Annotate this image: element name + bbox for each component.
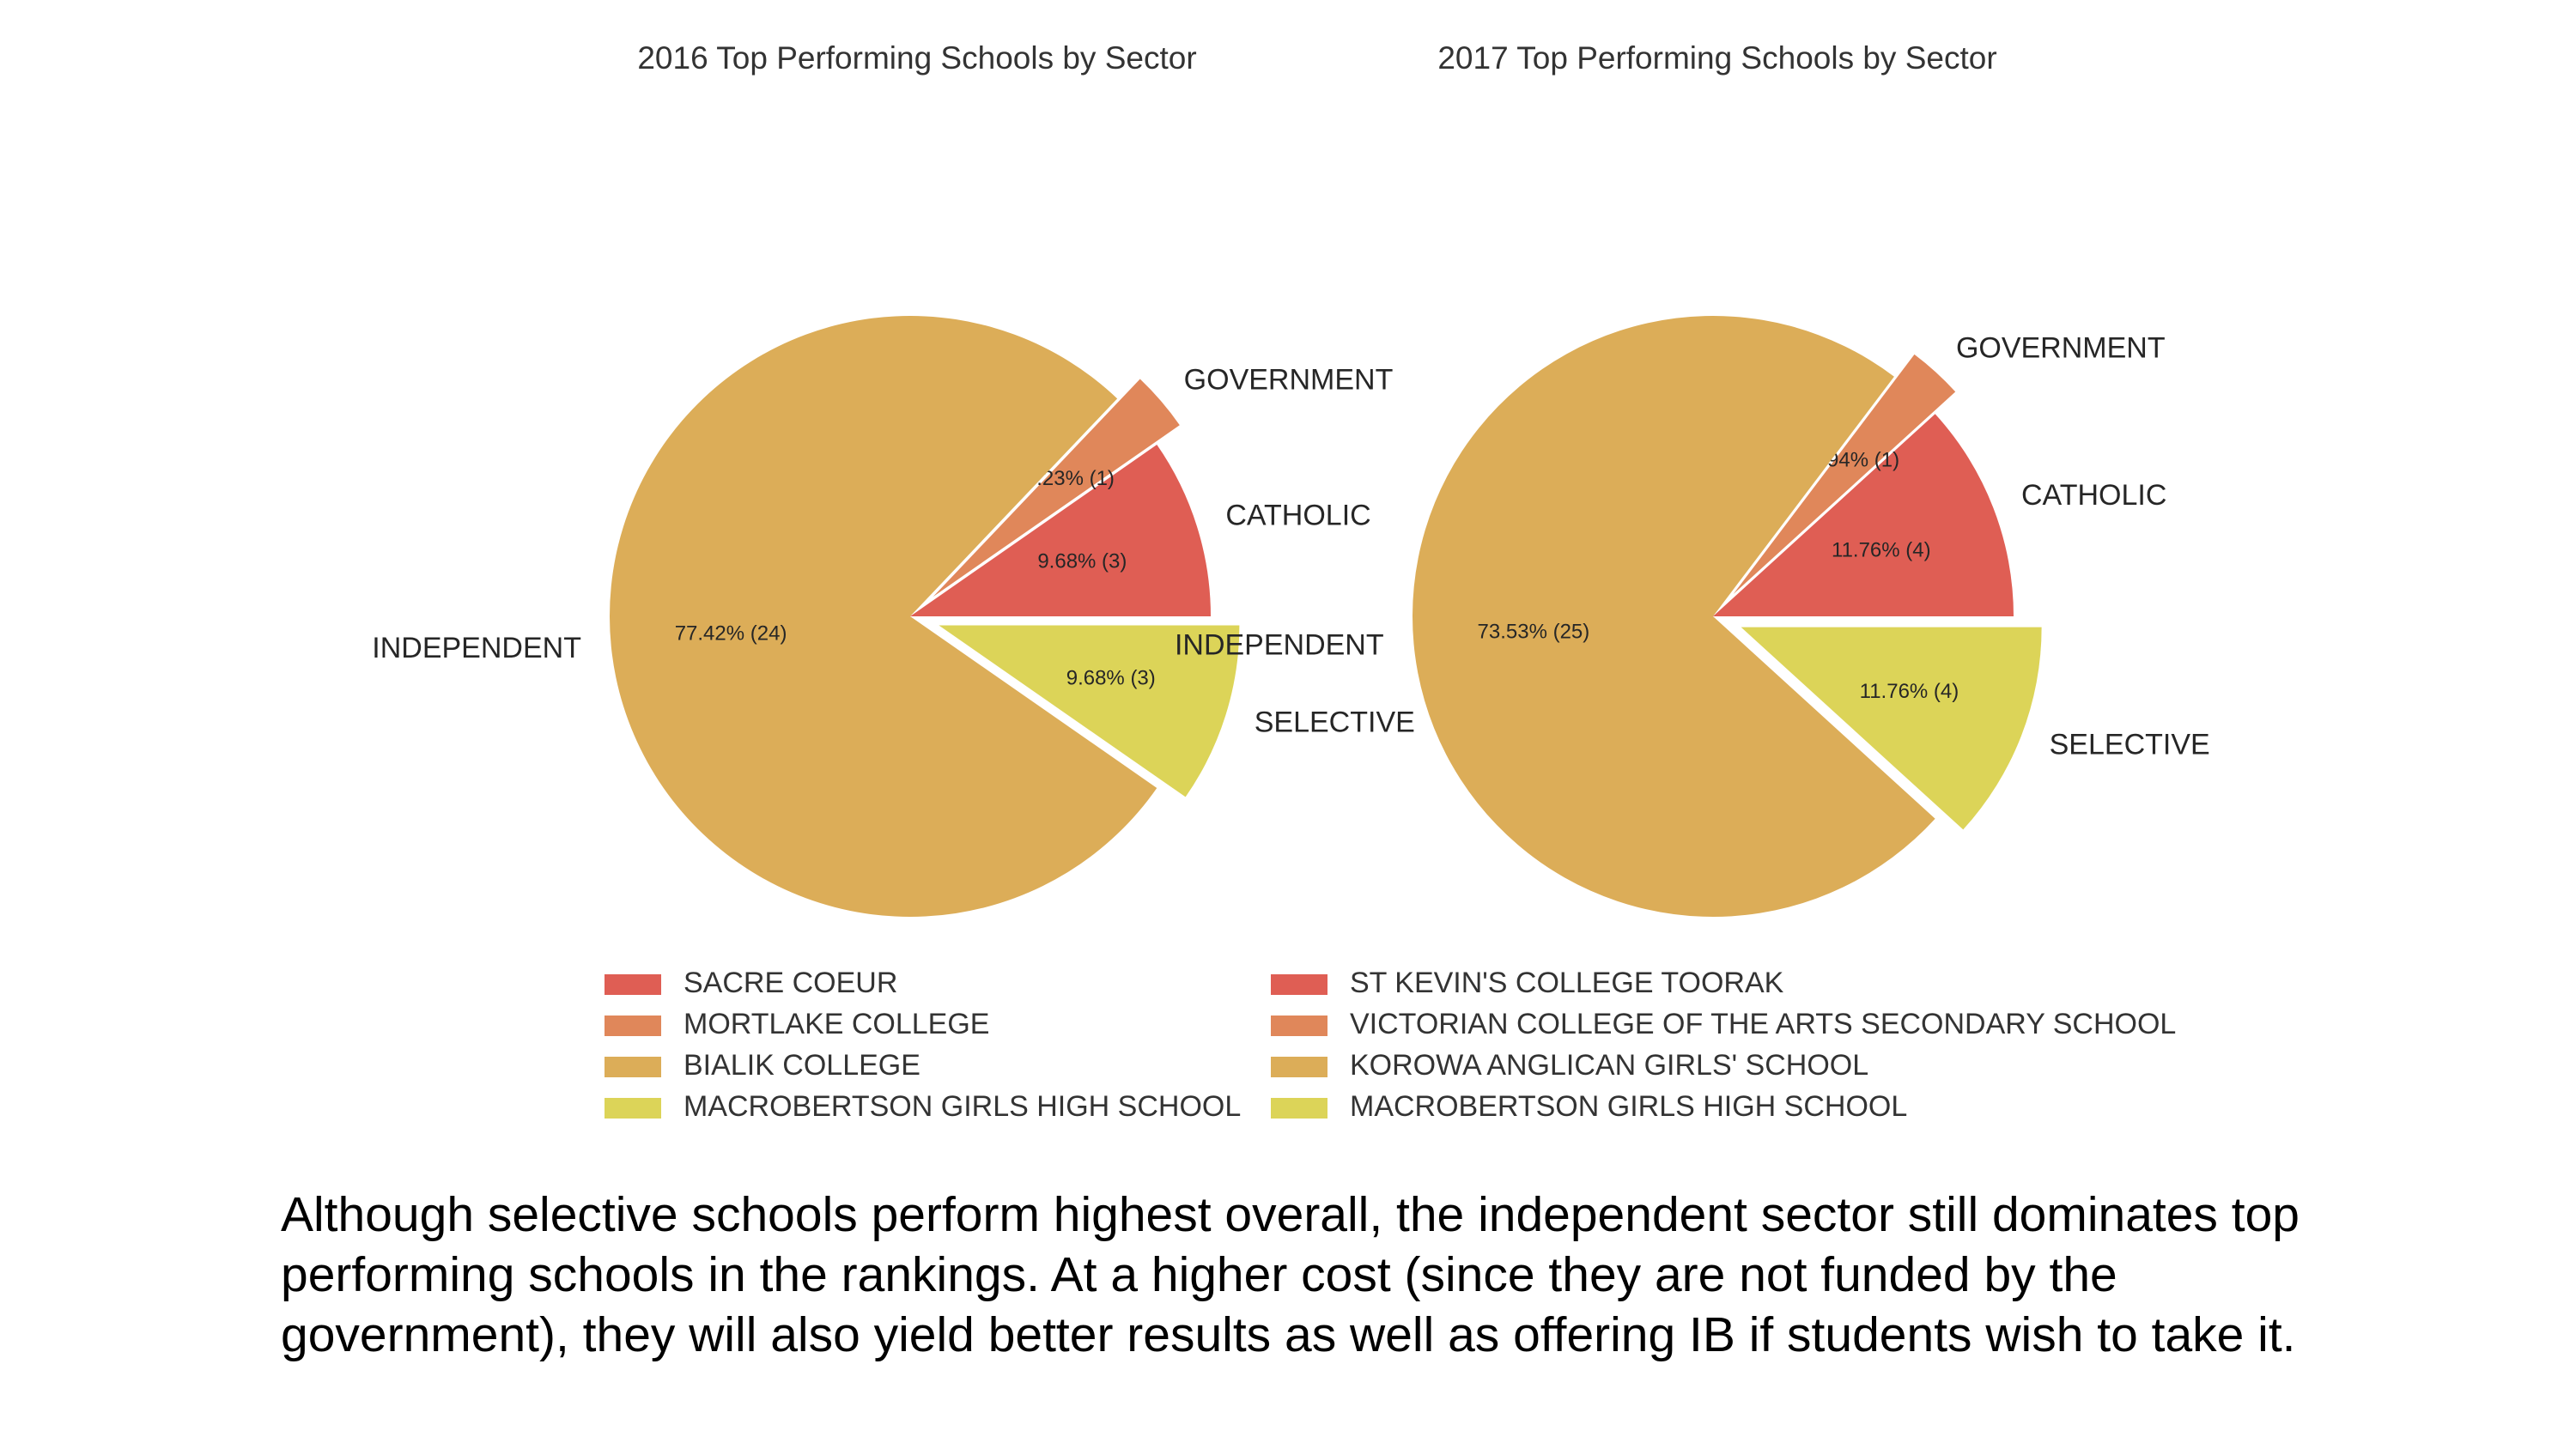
slice-label-government: GOVERNMENT xyxy=(1184,363,1394,396)
legend-label: ST KEVIN'S COLLEGE TOORAK xyxy=(1350,967,1784,999)
slice-label-government: GOVERNMENT xyxy=(1956,332,2166,365)
pie-charts: 2016 Top Performing Schools by Sector CAT… xyxy=(372,40,2210,1123)
pie-slice-catholic xyxy=(1713,414,2014,616)
pie-chart-2016: 2016 Top Performing Schools by Sector CAT… xyxy=(372,40,1415,1123)
slice-label-independent: INDEPENDENT xyxy=(372,632,581,664)
legend-swatch xyxy=(605,974,661,995)
legend-swatch xyxy=(1271,1057,1327,1077)
slice-label-independent: INDEPENDENT xyxy=(1175,629,1384,662)
pie-slice-independent xyxy=(1413,315,1935,917)
slice-label-selective: SELECTIVE xyxy=(2050,729,2210,761)
slice-percent-catholic: 11.76% (4) xyxy=(1832,538,1931,561)
legend-label: MORTLAKE COLLEGE xyxy=(683,1008,990,1040)
caption-text: Although selective schools perform highe… xyxy=(281,1187,2300,1362)
pie-slice-independent xyxy=(610,316,1157,918)
pie-slice-selective xyxy=(939,625,1240,797)
slice-label-catholic: CATHOLIC xyxy=(1225,500,1370,532)
legend-swatch xyxy=(605,1057,661,1077)
legend-label: VICTORIAN COLLEGE OF THE ARTS SECONDARY … xyxy=(1350,1008,2176,1040)
slice-percent-independent: 73.53% (25) xyxy=(1478,621,1590,644)
chart-title: 2016 Top Performing Schools by Sector xyxy=(637,40,1196,76)
pie-slice-catholic xyxy=(910,445,1211,616)
legend-swatch xyxy=(605,1016,661,1036)
legend-label: MACROBERTSON GIRLS HIGH SCHOOL xyxy=(1350,1090,1907,1123)
legend-label: BIALIK COLLEGE xyxy=(683,1049,920,1082)
pie-slice-government xyxy=(933,379,1180,597)
legend-swatch xyxy=(1271,974,1327,995)
slice-percent-catholic: 9.68% (3) xyxy=(1037,549,1127,573)
pie-slice-selective xyxy=(1741,627,2042,830)
slice-label-selective: SELECTIVE xyxy=(1255,706,1415,739)
legend-swatch xyxy=(605,1098,661,1119)
legend-swatch xyxy=(1271,1016,1327,1036)
chart-title: 2017 Top Performing Schools by Sector xyxy=(1437,40,1996,76)
pie-slice-government xyxy=(1733,354,1956,595)
slice-percent-selective: 11.76% (4) xyxy=(1860,680,1959,703)
slice-percent-selective: 9.68% (3) xyxy=(1066,667,1156,690)
legend-label: MACROBERTSON GIRLS HIGH SCHOOL xyxy=(683,1090,1241,1123)
pie-chart-2017: 2017 Top Performing Schools by Sector CAT… xyxy=(1175,40,2210,1123)
legend-label: KOROWA ANGLICAN GIRLS' SCHOOL xyxy=(1350,1049,1868,1082)
slice-label-catholic: CATHOLIC xyxy=(2021,479,2166,512)
legend-swatch xyxy=(1271,1098,1327,1119)
slice-percent-independent: 77.42% (24) xyxy=(675,622,787,646)
legend-label: SACRE COEUR xyxy=(683,967,897,999)
